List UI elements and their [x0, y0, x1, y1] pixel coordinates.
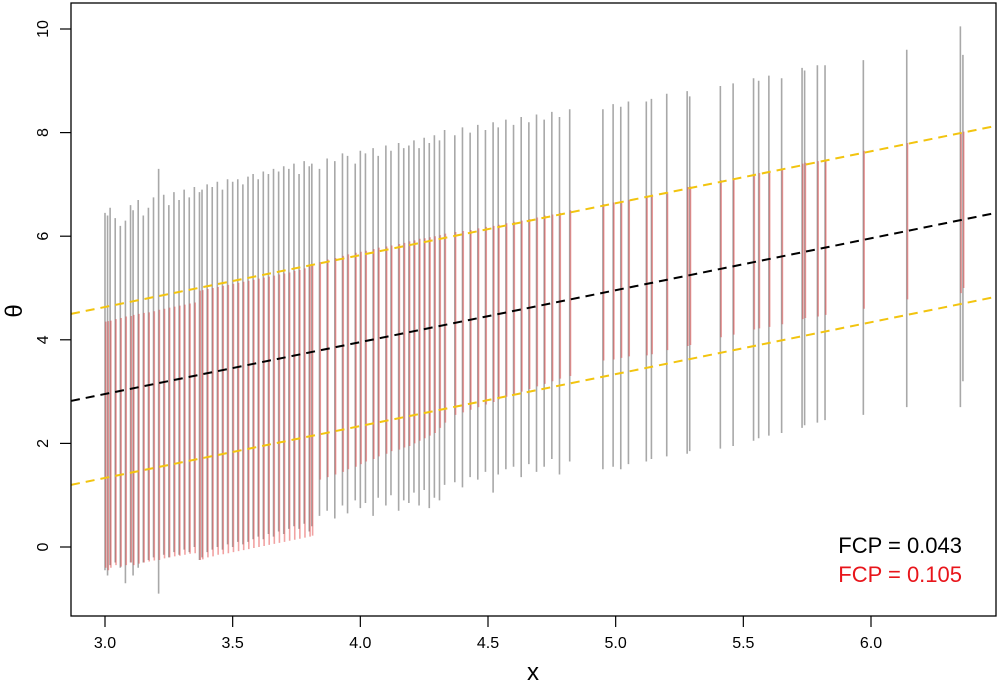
identity-line [70, 211, 997, 402]
y-tick-label: 0 [35, 542, 52, 551]
x-tick-label: 5.0 [605, 635, 627, 652]
x-tick-label: 3.0 [94, 635, 116, 652]
unadjusted-intervals [104, 26, 964, 594]
y-tick-label: 10 [35, 20, 52, 38]
y-tick-label: 4 [35, 335, 52, 344]
y-tick-label: 8 [35, 128, 52, 137]
x-tick-label: 5.5 [732, 635, 754, 652]
reference-lines [70, 124, 997, 486]
y-axis: 0 2 4 6 8 10 [35, 20, 71, 551]
plot-frame [70, 2, 997, 617]
fcp-red-annotation: FCP = 0.105 [838, 562, 962, 587]
y-axis-title: θ [1, 304, 28, 317]
x-axis-title: x [527, 659, 539, 683]
x-axis: 3.0 3.5 4.0 4.5 5.0 5.5 6.0 [94, 615, 882, 652]
adjusted-intervals [105, 131, 965, 571]
x-tick-label: 4.0 [349, 635, 371, 652]
band-line [70, 124, 997, 315]
y-tick-label: 6 [35, 232, 52, 241]
y-tick-label: 2 [35, 439, 52, 448]
fcp-black-annotation: FCP = 0.043 [838, 533, 962, 558]
x-tick-label: 3.5 [222, 635, 244, 652]
band-line [70, 295, 997, 486]
x-tick-label: 4.5 [477, 635, 499, 652]
x-tick-label: 6.0 [860, 635, 882, 652]
